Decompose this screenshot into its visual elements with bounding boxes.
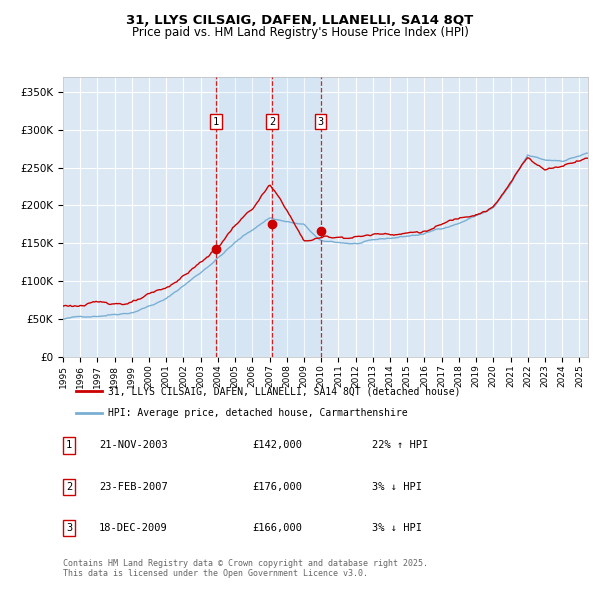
Text: 21-NOV-2003: 21-NOV-2003 bbox=[99, 441, 168, 450]
Text: This data is licensed under the Open Government Licence v3.0.: This data is licensed under the Open Gov… bbox=[63, 569, 368, 578]
Text: £176,000: £176,000 bbox=[252, 482, 302, 491]
Text: 2: 2 bbox=[66, 482, 72, 491]
Text: £166,000: £166,000 bbox=[252, 523, 302, 533]
Text: 3: 3 bbox=[317, 117, 323, 126]
Text: 23-FEB-2007: 23-FEB-2007 bbox=[99, 482, 168, 491]
Text: 3% ↓ HPI: 3% ↓ HPI bbox=[372, 523, 422, 533]
Text: HPI: Average price, detached house, Carmarthenshire: HPI: Average price, detached house, Carm… bbox=[107, 408, 407, 418]
Text: 31, LLYS CILSAIG, DAFEN, LLANELLI, SA14 8QT: 31, LLYS CILSAIG, DAFEN, LLANELLI, SA14 … bbox=[127, 14, 473, 27]
Text: £142,000: £142,000 bbox=[252, 441, 302, 450]
Text: Contains HM Land Registry data © Crown copyright and database right 2025.: Contains HM Land Registry data © Crown c… bbox=[63, 559, 428, 568]
Text: 2: 2 bbox=[269, 117, 275, 126]
Text: 22% ↑ HPI: 22% ↑ HPI bbox=[372, 441, 428, 450]
Text: 3: 3 bbox=[66, 523, 72, 533]
Text: 31, LLYS CILSAIG, DAFEN, LLANELLI, SA14 8QT (detached house): 31, LLYS CILSAIG, DAFEN, LLANELLI, SA14 … bbox=[107, 386, 460, 396]
Text: 3% ↓ HPI: 3% ↓ HPI bbox=[372, 482, 422, 491]
Bar bbox=[216, 77, 320, 357]
Text: 1: 1 bbox=[213, 117, 219, 126]
Text: 1: 1 bbox=[66, 441, 72, 450]
Text: 18-DEC-2009: 18-DEC-2009 bbox=[99, 523, 168, 533]
Text: Price paid vs. HM Land Registry's House Price Index (HPI): Price paid vs. HM Land Registry's House … bbox=[131, 26, 469, 39]
